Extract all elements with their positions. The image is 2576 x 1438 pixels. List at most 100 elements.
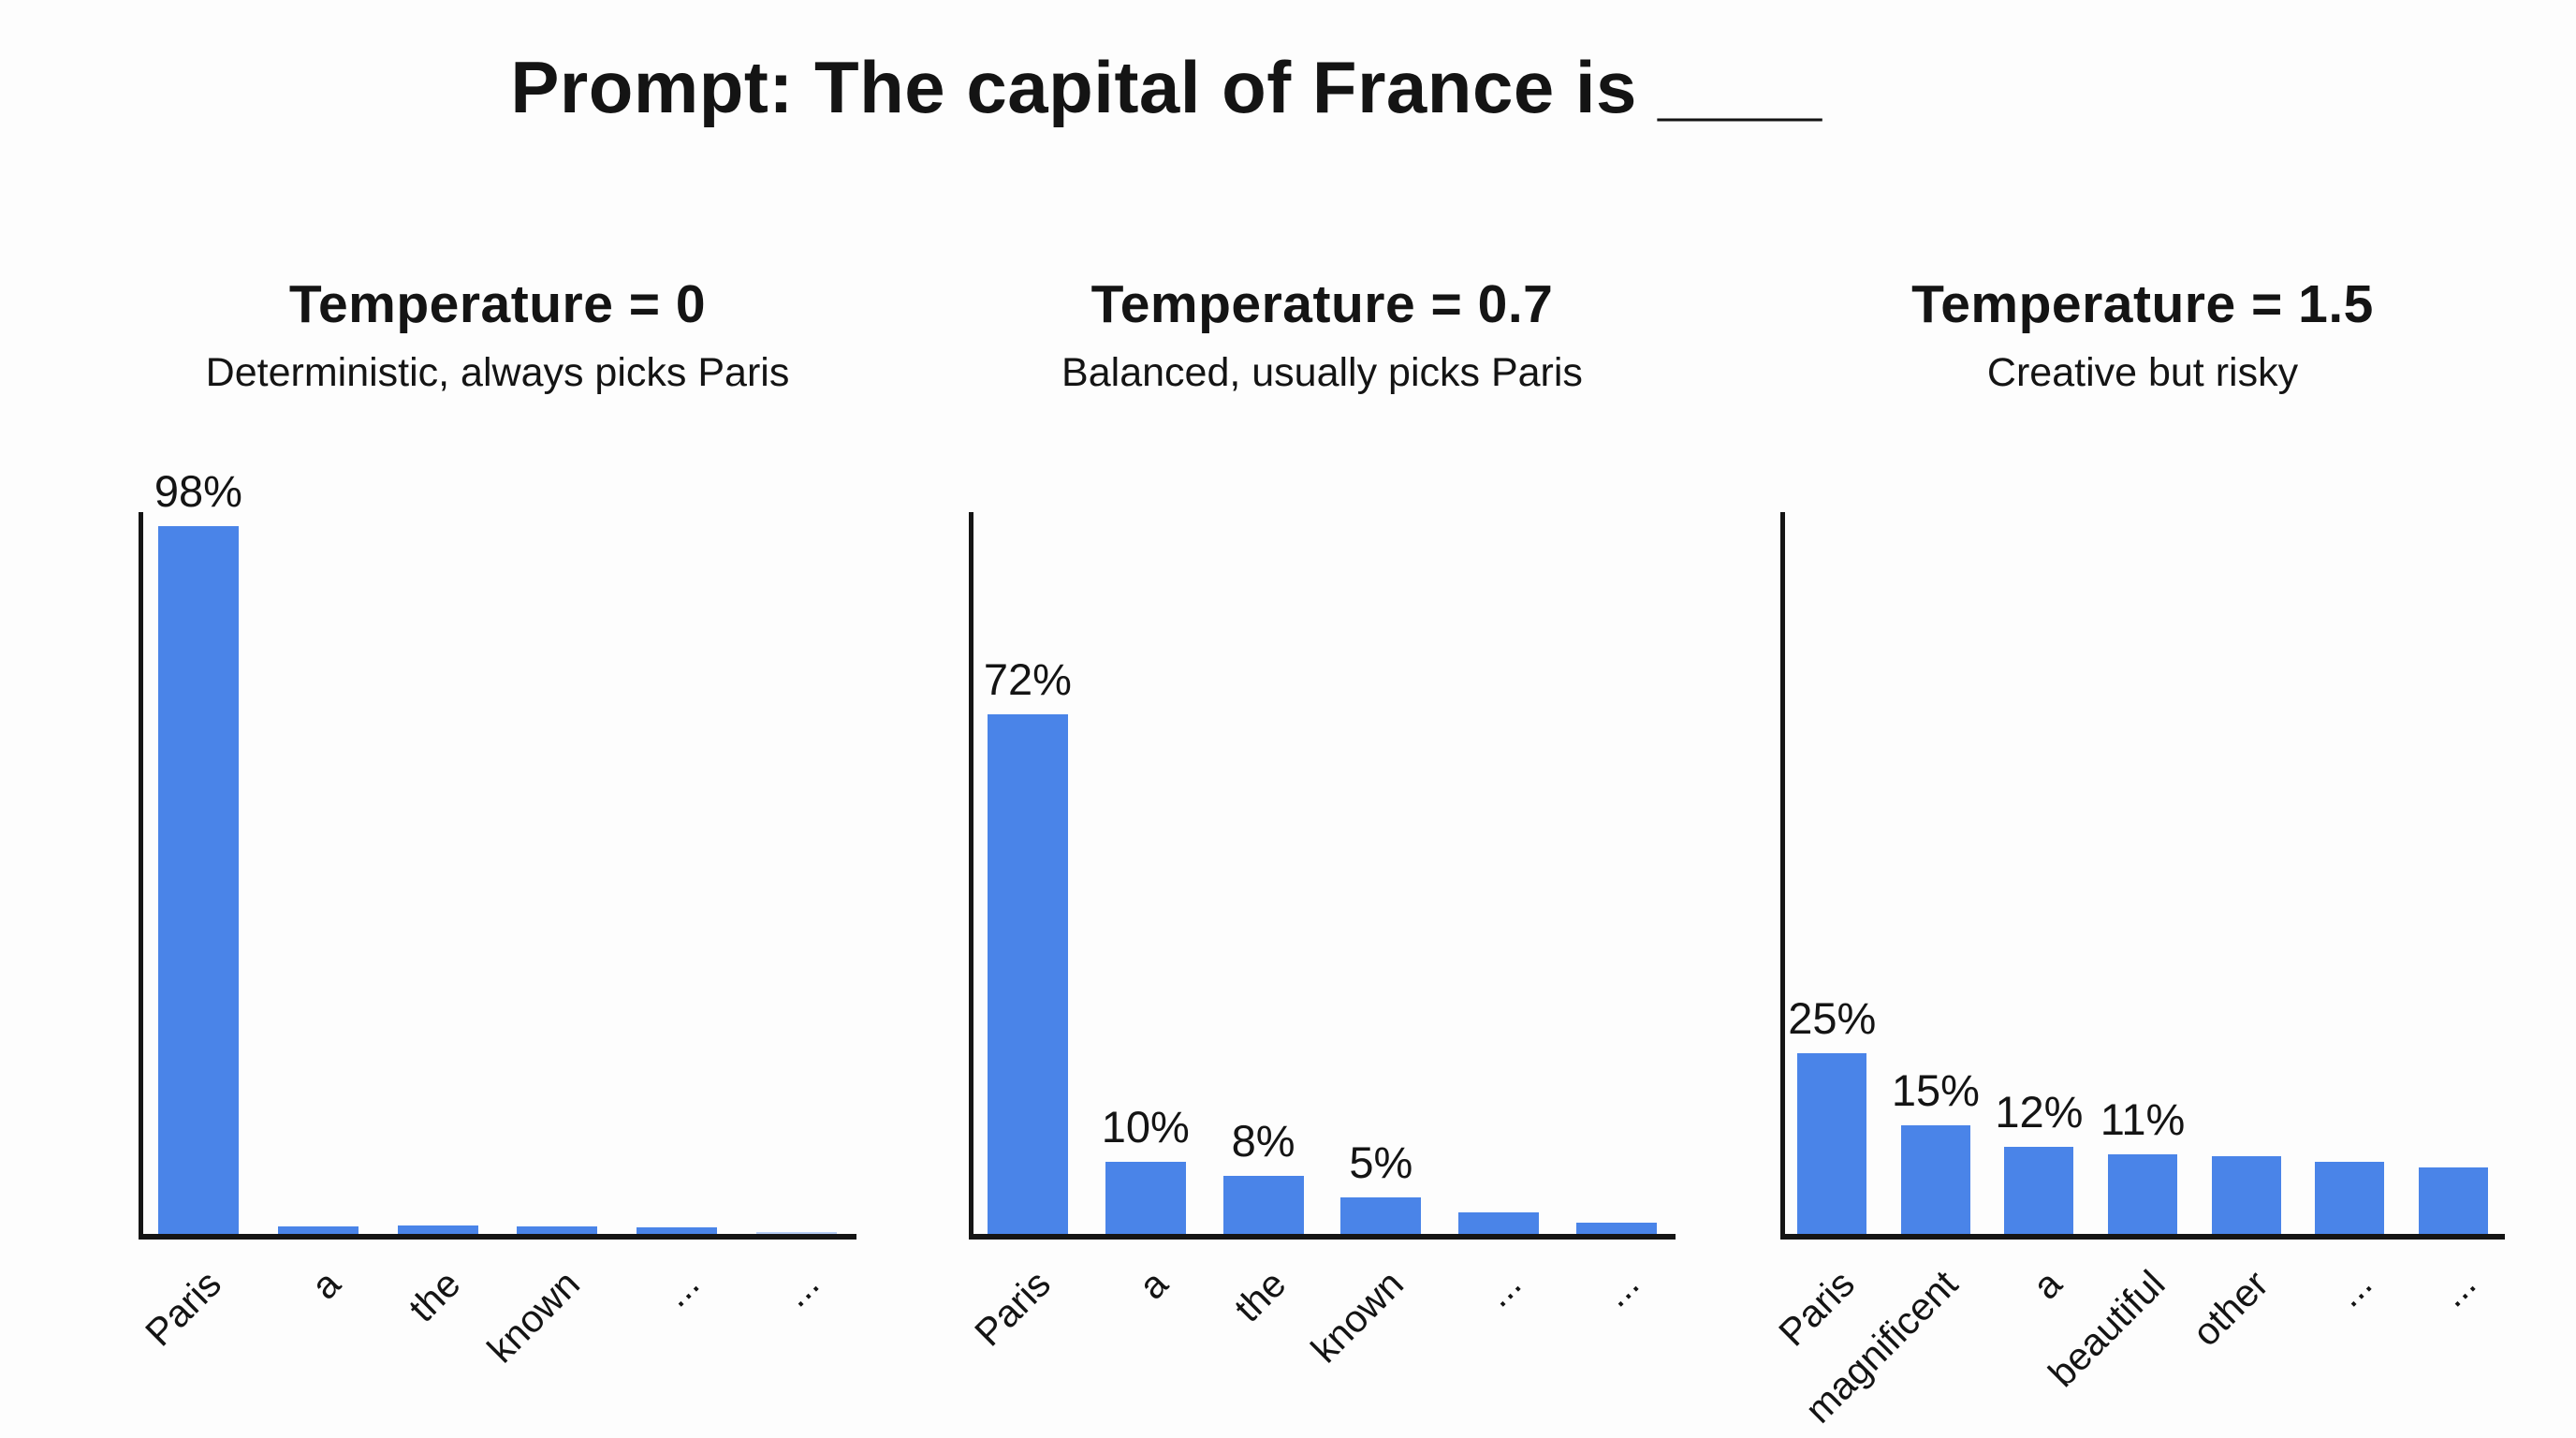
bar-dots — [1458, 1211, 1540, 1234]
category-label: ... — [2327, 1262, 2380, 1315]
bar-slot — [2401, 512, 2505, 1234]
value-label: 10% — [1101, 1101, 1190, 1152]
bar-slot: 98% — [139, 466, 258, 1234]
category-slot: magnificent — [1797, 1247, 1988, 1438]
bar-slot: 11% — [2091, 512, 2195, 1234]
bar-dots — [637, 1227, 718, 1234]
y-axis-line — [969, 512, 973, 1240]
bar-magnificent — [1900, 1125, 1970, 1234]
bar-known — [1340, 1197, 1422, 1234]
category-slot: beautiful — [2040, 1247, 2195, 1438]
category-slot: Paris — [136, 1247, 258, 1438]
category-slot: a — [258, 1247, 378, 1438]
bar-slot — [1440, 512, 1558, 1234]
bar-other — [2211, 1155, 2281, 1234]
y-axis-line — [139, 512, 143, 1240]
bar-a — [277, 1226, 359, 1234]
y-axis-line — [1780, 512, 1785, 1240]
bar-Paris — [987, 713, 1068, 1234]
bar-dots — [1576, 1223, 1658, 1234]
bar-slot: 12% — [1987, 512, 2091, 1234]
panel-title: Temperature = 0 — [288, 274, 707, 334]
bar-the — [1222, 1176, 1304, 1234]
panel-subtitle: Balanced, usually picks Paris — [1061, 350, 1583, 395]
category-slot: ... — [617, 1247, 737, 1438]
panel-subtitle: Creative but risky — [1986, 350, 2299, 395]
bar-known — [517, 1225, 598, 1234]
value-label: 15% — [1891, 1065, 1980, 1116]
category-slot: ... — [737, 1247, 856, 1438]
bar-slot: 5% — [1322, 512, 1440, 1234]
category-label: ... — [654, 1262, 708, 1315]
value-label: 12% — [1995, 1087, 2084, 1137]
category-label: ... — [1476, 1262, 1530, 1315]
category-slot: ... — [1558, 1247, 1676, 1438]
category-slot: the — [378, 1247, 498, 1438]
panel-temperature-0: Temperature = 0 Deterministic, always pi… — [136, 0, 856, 1438]
panel-temperature-0-7: Temperature = 0.7 Balanced, usually pick… — [965, 0, 1676, 1438]
bar-slot: 10% — [1087, 512, 1205, 1234]
x-axis-line — [139, 1234, 856, 1240]
value-label: 98% — [154, 466, 242, 517]
panel-header: Temperature = 0 Deterministic, always pi… — [206, 273, 790, 396]
category-label: a — [2024, 1262, 2070, 1308]
value-label: 8% — [1231, 1116, 1295, 1167]
bar-slot — [737, 512, 856, 1234]
category-label: a — [1130, 1262, 1177, 1308]
bar-dots — [2418, 1167, 2488, 1234]
category-label: the — [400, 1262, 469, 1330]
category-axis: Paris magnificent a beautiful other...... — [1770, 1247, 2505, 1438]
plot-area: 72% 10% 8% 5% — [969, 512, 1676, 1240]
category-slot: ... — [2401, 1247, 2505, 1438]
category-axis: Paris a the known...... — [965, 1247, 1676, 1438]
bar-slot — [2194, 512, 2298, 1234]
category-slot: known — [1303, 1247, 1440, 1438]
panel-subtitle: Deterministic, always picks Paris — [205, 350, 790, 395]
panel-header: Temperature = 1.5 Creative but risky — [1911, 273, 2374, 396]
category-slot: a — [1087, 1247, 1205, 1438]
page-title: Prompt: The capital of France is ____ — [510, 46, 1822, 128]
value-label: 72% — [983, 653, 1072, 704]
category-slot: known — [479, 1247, 617, 1438]
bar-slot: 25% — [1780, 512, 1884, 1234]
x-axis-line — [1780, 1234, 2505, 1240]
value-label: 25% — [1788, 993, 1877, 1044]
value-label: 11% — [2100, 1094, 2186, 1145]
bar-a — [2004, 1147, 2074, 1234]
bar-slot — [2298, 512, 2402, 1234]
bar-slot: 15% — [1884, 512, 1988, 1234]
bar-slot — [1558, 512, 1676, 1234]
bar-a — [1105, 1161, 1186, 1234]
bar-slot — [617, 512, 737, 1234]
bar-slot — [258, 512, 378, 1234]
category-label: Paris — [1770, 1262, 1863, 1355]
bar-Paris — [157, 526, 239, 1234]
plot-area: 98% — [139, 466, 856, 1240]
category-slot: ... — [2298, 1247, 2402, 1438]
panel-title: Temperature = 0.7 — [1090, 274, 1554, 334]
bar-dots — [2315, 1161, 2385, 1234]
value-label: 5% — [1349, 1137, 1413, 1188]
bar-Paris — [1797, 1053, 1867, 1234]
category-label: ... — [773, 1262, 827, 1315]
category-label: ... — [1593, 1262, 1647, 1315]
category-label: other — [2184, 1262, 2277, 1355]
bar-slot — [378, 512, 498, 1234]
bar-the — [397, 1225, 478, 1234]
bar-slot: 72% — [969, 512, 1087, 1234]
category-label: Paris — [136, 1262, 229, 1355]
category-slot: other — [2185, 1247, 2298, 1438]
category-label: Paris — [965, 1262, 1059, 1355]
panel-temperature-1-5: Temperature = 1.5 Creative but risky 25%… — [1770, 0, 2505, 1438]
category-slot: ... — [1440, 1247, 1558, 1438]
bar-dots — [756, 1232, 838, 1234]
category-slot: Paris — [965, 1247, 1087, 1438]
category-label: the — [1225, 1262, 1295, 1330]
category-axis: Paris a the known...... — [136, 1247, 856, 1438]
plot-area: 25% 15% 12% 11% — [1780, 512, 2505, 1240]
x-axis-line — [969, 1234, 1676, 1240]
panel-header: Temperature = 0.7 Balanced, usually pick… — [1061, 273, 1583, 396]
bar-beautiful — [2108, 1154, 2178, 1234]
bar-slot — [497, 512, 617, 1234]
category-label: a — [302, 1262, 349, 1308]
